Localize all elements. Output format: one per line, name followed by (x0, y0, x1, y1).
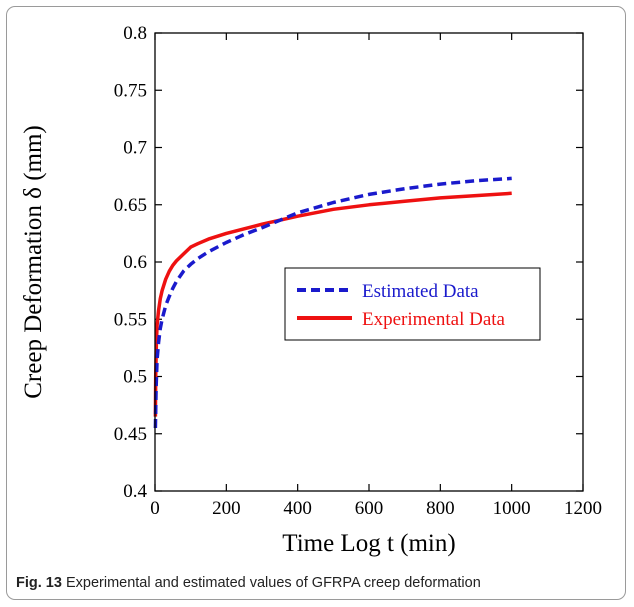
x-tick-label: 1200 (564, 498, 602, 519)
caption-text: Experimental and estimated values of GFR… (65, 575, 481, 591)
legend-label-estimated: Estimated Data (362, 281, 479, 302)
x-tick-labels: 0 200 400 600 800 1000 1200 (150, 498, 602, 519)
y-tick-label: 0.4 (123, 481, 147, 502)
x-axis-label: Time Log t (min) (282, 530, 455, 557)
y-tick-label: 0.75 (114, 80, 147, 101)
series-lines (153, 176, 512, 429)
x-tick-label: 200 (212, 498, 241, 519)
y-tick-labels: 0.4 0.45 0.5 0.55 0.6 0.65 0.7 0.75 0.8 (114, 23, 148, 502)
plot-area-border (154, 32, 584, 492)
figure-caption: Fig. 13 Experimental and estimated value… (16, 575, 626, 591)
x-tick-label: 0 (150, 498, 160, 519)
x-tick-label: 600 (355, 498, 384, 519)
series-line-estimated (153, 176, 512, 429)
x-tick-label: 400 (283, 498, 312, 519)
axis-ticks (154, 32, 584, 492)
y-axis-label: Creep Deformation δ (mm) (20, 125, 47, 399)
y-tick-label: 0.65 (114, 195, 147, 216)
series-line-experimental (153, 191, 512, 417)
legend-box (284, 267, 541, 341)
y-tick-label: 0.5 (123, 367, 147, 388)
y-tick-label: 0.7 (123, 138, 147, 159)
y-tick-label: 0.8 (123, 23, 147, 44)
legend-label-experimental: Experimental Data (362, 309, 506, 330)
x-tick-label: 1000 (493, 498, 531, 519)
x-tick-label: 800 (426, 498, 455, 519)
legend: Estimated Data Experimental Data (284, 267, 541, 341)
y-tick-label: 0.55 (114, 309, 147, 330)
y-tick-label: 0.6 (123, 252, 147, 273)
y-tick-label: 0.45 (114, 424, 147, 445)
caption-label: Fig. 13 (16, 575, 62, 591)
